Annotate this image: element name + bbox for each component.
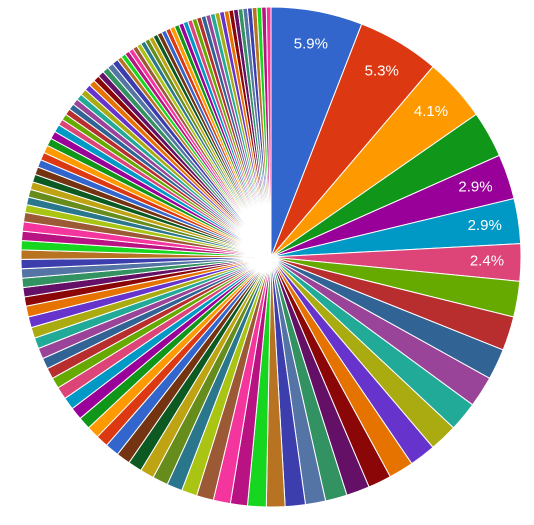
slice-label: 2.9%: [458, 179, 492, 196]
slice-label: 5.9%: [294, 36, 328, 53]
slice-label: 2.9%: [468, 217, 502, 234]
slice-label: 4.1%: [414, 103, 448, 120]
slice-label: 2.4%: [470, 253, 504, 270]
pie-slice: [265, 6, 272, 258]
slice-label: 5.3%: [365, 63, 399, 80]
